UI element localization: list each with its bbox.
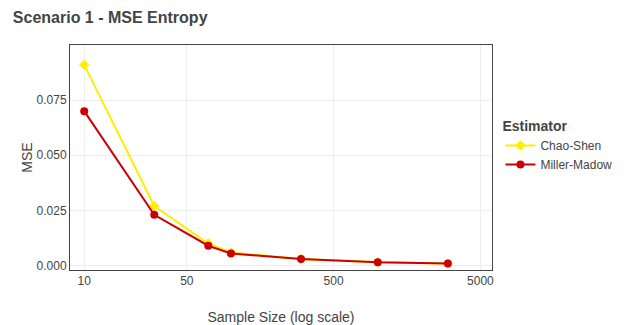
svg-text:50: 50 [180, 274, 194, 288]
svg-text:0.000: 0.000 [37, 259, 67, 273]
svg-text:MSE: MSE [19, 142, 35, 172]
svg-text:Sample Size (log scale): Sample Size (log scale) [207, 309, 354, 325]
svg-text:Chao-Shen: Chao-Shen [540, 139, 601, 153]
svg-text:0.075: 0.075 [37, 93, 67, 107]
svg-text:Estimator: Estimator [502, 118, 567, 134]
svg-text:5000: 5000 [467, 274, 494, 288]
svg-text:10: 10 [78, 274, 92, 288]
svg-text:500: 500 [324, 274, 344, 288]
svg-text:0.050: 0.050 [37, 148, 67, 162]
svg-text:0.025: 0.025 [37, 204, 67, 218]
svg-text:Scenario 1 - MSE Entropy: Scenario 1 - MSE Entropy [13, 9, 208, 26]
svg-text:Miller-Madow: Miller-Madow [540, 158, 612, 172]
